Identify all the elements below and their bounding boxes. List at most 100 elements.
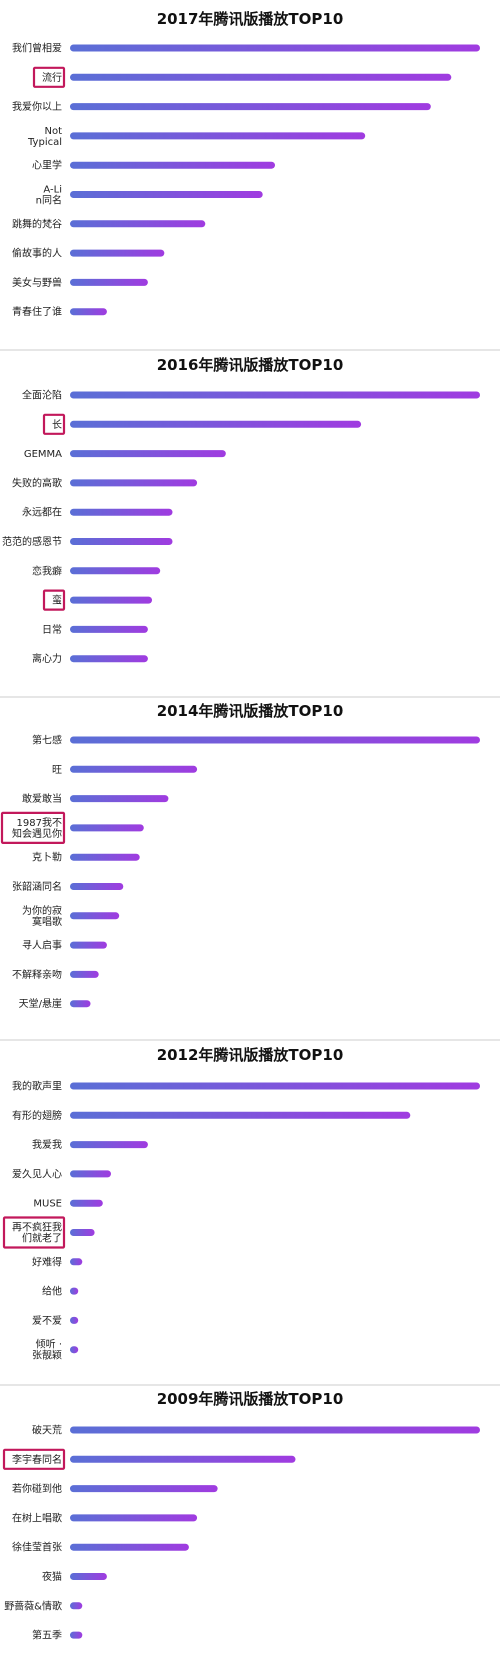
bar-7 <box>70 912 120 920</box>
category-label: 失败的高歌 <box>12 476 62 489</box>
category-label: 我爱我 <box>32 1138 62 1151</box>
highlight-box <box>42 589 66 611</box>
category-label: 野蔷薇&情歌 <box>4 1599 62 1612</box>
category-label: 寻人启事 <box>22 939 62 952</box>
bar-1 <box>70 1426 480 1434</box>
bar-5 <box>70 161 275 169</box>
bar-2 <box>70 1455 296 1463</box>
bar-8 <box>70 596 152 604</box>
category-label: 1987我不知会遇见你 <box>12 817 62 840</box>
category-label: 爱久见人心 <box>12 1167 62 1180</box>
category-label: 流行 <box>42 71 62 84</box>
bar-6 <box>70 883 124 890</box>
category-label: Not Typical <box>27 126 62 148</box>
bar-10 <box>70 655 148 663</box>
category-label: 夜猫 <box>42 1570 62 1583</box>
category-label: 我们曾相爱 <box>12 42 62 55</box>
bar-9 <box>70 278 148 286</box>
category-label: 徐佳莹首张 <box>12 1541 62 1554</box>
category-label: 给他 <box>42 1285 62 1298</box>
category-label: 爱不爱 <box>32 1314 62 1327</box>
bar-7 <box>70 1602 83 1610</box>
category-label: 心里学 <box>32 159 62 172</box>
bar-5 <box>70 853 140 861</box>
category-label: 偷故事的人 <box>12 247 62 260</box>
highlight-box <box>2 1448 66 1470</box>
category-label: 有形的翅膀 <box>12 1109 62 1122</box>
category-label: 恋我癖 <box>32 564 62 577</box>
category-label: 我的歌声里 <box>12 1080 62 1093</box>
bar-8 <box>70 249 165 257</box>
category-label: 蛮 <box>52 594 62 607</box>
category-label: 第七感 <box>32 734 62 747</box>
bar-4 <box>70 132 366 140</box>
category-label: 再不疯狂我们就老了 <box>12 1221 62 1245</box>
bar-5 <box>70 1199 103 1207</box>
bar-9 <box>70 625 148 633</box>
chart-title: 2012年腾讯版播放TOP10 <box>157 1046 344 1064</box>
highlight-box <box>2 1216 66 1249</box>
bar-3 <box>70 1485 218 1493</box>
category-label: 旺 <box>52 765 62 776</box>
bar-6 <box>70 191 263 198</box>
chart-title: 2009年腾讯版播放TOP10 <box>157 1390 344 1408</box>
bar-2 <box>70 1111 411 1119</box>
category-label: 克卜勒 <box>32 851 62 864</box>
category-label: 美女与野兽 <box>12 276 62 289</box>
category-label: 在树上唱歌 <box>12 1511 62 1524</box>
bar-6 <box>70 1229 95 1236</box>
bar-1 <box>70 736 480 744</box>
category-label: 敢爱敢当 <box>22 792 62 805</box>
bar-3 <box>70 795 169 803</box>
category-label: 倾听 · 张靓颖 <box>29 1338 62 1362</box>
bar-6 <box>70 1573 107 1580</box>
bar-10 <box>70 1346 79 1354</box>
category-label: 张韶涵同名 <box>12 880 62 893</box>
category-label: 若你碰到他 <box>12 1482 62 1495</box>
bar-1 <box>70 44 480 52</box>
bar-4 <box>70 479 198 487</box>
bar-3 <box>70 103 431 111</box>
bar-5 <box>70 1543 189 1551</box>
bar-1 <box>70 1082 480 1090</box>
bar-7 <box>70 567 161 575</box>
category-label: 好难得 <box>32 1256 62 1268</box>
bar-3 <box>70 450 226 458</box>
highlight-box <box>0 811 66 845</box>
chart-title: 2016年腾讯版播放TOP10 <box>157 356 344 374</box>
category-label: 我爱你以上 <box>12 100 62 113</box>
bar-10 <box>70 1000 91 1008</box>
bar-4 <box>70 1170 111 1178</box>
category-label: 不解释亲吻 <box>12 968 62 981</box>
bar-4 <box>70 824 144 832</box>
category-label: 天堂/悬崖 <box>19 998 62 1010</box>
bar-1 <box>70 391 480 399</box>
category-label: GEMMA <box>24 449 62 460</box>
category-label: 离心力 <box>32 652 62 665</box>
bar-8 <box>70 941 107 949</box>
category-label: MUSE <box>33 1199 62 1210</box>
bar-7 <box>70 220 206 228</box>
bar-3 <box>70 1141 148 1149</box>
bar-7 <box>70 1258 83 1266</box>
bar-6 <box>70 538 173 545</box>
category-label: 日常 <box>42 623 62 636</box>
category-label: 青春住了谁 <box>12 305 62 318</box>
bar-8 <box>70 1631 83 1639</box>
bar-10 <box>70 308 107 316</box>
bar-9 <box>70 970 99 978</box>
category-label: 李宇春同名 <box>12 1453 62 1466</box>
highlight-box <box>42 413 66 435</box>
bar-2 <box>70 420 362 428</box>
category-label: 跳舞的梵谷 <box>12 217 62 230</box>
category-label: A-Li n同名 <box>36 185 62 207</box>
category-label: 破天荒 <box>32 1424 62 1437</box>
bar-4 <box>70 1514 198 1522</box>
bar-9 <box>70 1316 79 1324</box>
